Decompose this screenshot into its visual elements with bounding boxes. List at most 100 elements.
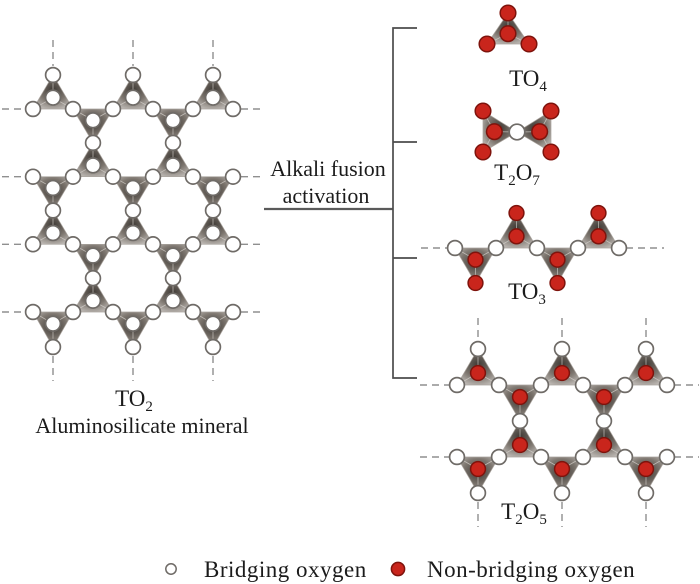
to2-aluminosilicate-structure — [2, 40, 263, 381]
bridging-oxygen — [569, 239, 587, 257]
bridging-oxygen — [164, 292, 182, 309]
bridging-oxygen — [508, 123, 526, 141]
bridging-oxygen — [104, 100, 122, 118]
bridging-oxygen — [104, 236, 122, 253]
bridging-oxygen — [44, 338, 62, 356]
t2o5-label: T2O5 — [501, 499, 547, 528]
bridging-oxygen — [224, 168, 242, 185]
bridging-oxygen — [144, 303, 162, 321]
bridging-oxygen — [224, 303, 242, 321]
bridging-oxygen — [84, 157, 102, 174]
bridging-oxygen — [64, 168, 82, 185]
bridging-oxygen — [164, 157, 182, 174]
bridging-oxygen — [574, 448, 592, 466]
bridging-oxygen — [528, 239, 546, 257]
bridging-oxygen — [204, 315, 222, 332]
bridging-oxygen — [595, 412, 613, 430]
bridging-oxygen — [224, 236, 242, 253]
non-bridging-oxygen — [508, 204, 525, 222]
non-bridging-oxygen — [595, 436, 613, 454]
bridging-oxygen — [84, 292, 102, 309]
bridging-oxygen — [637, 484, 655, 502]
non-bridging-oxygen — [542, 102, 560, 120]
bridging-oxygen — [164, 112, 182, 129]
bridging-oxygen — [164, 134, 182, 152]
non-bridging-oxygen — [553, 364, 571, 382]
non-bridging-oxygen — [469, 364, 487, 382]
non-bridging-oxygen — [467, 251, 484, 268]
non-bridging-oxygen — [499, 4, 517, 22]
bridging-oxygen — [658, 448, 676, 466]
bridging-oxygen — [44, 202, 62, 219]
legend-bridging-oxygen-icon — [165, 563, 177, 575]
bridging-oxygen — [124, 179, 142, 197]
t2o7-dimer-structure — [474, 102, 560, 161]
to4-tetrahedron-structure — [478, 4, 538, 53]
non-bridging-oxygen — [590, 204, 607, 222]
bridging-oxygen — [164, 247, 182, 264]
t2o7-label: T2O7 — [494, 160, 540, 189]
non-bridging-oxygen — [499, 25, 517, 43]
process-label-line1: Alkali fusion — [270, 156, 386, 181]
bridging-oxygen — [84, 134, 102, 152]
bridging-oxygen — [532, 448, 550, 466]
bridging-oxygen — [124, 224, 142, 242]
bridging-oxygen — [104, 303, 122, 321]
bridging-oxygen — [448, 448, 466, 466]
mineral-label: Aluminosilicate mineral — [35, 413, 248, 438]
bridging-oxygen — [44, 224, 62, 242]
bridging-oxygen — [448, 376, 466, 394]
bridging-oxygen — [24, 303, 42, 321]
bridging-oxygen — [144, 100, 162, 118]
non-bridging-oxygen — [637, 460, 655, 478]
bridging-oxygen — [44, 66, 62, 84]
bridging-oxygen — [184, 100, 202, 118]
bridging-oxygen — [24, 168, 42, 185]
non-bridging-oxygen — [508, 228, 525, 245]
bridging-oxygen — [553, 484, 571, 502]
non-bridging-oxygen — [637, 364, 655, 382]
to3-chain-structure — [421, 204, 664, 292]
bridging-oxygen — [637, 340, 655, 358]
bridging-oxygen — [532, 376, 550, 394]
bridging-oxygen — [616, 448, 634, 466]
bridging-oxygen — [469, 484, 487, 502]
bridging-oxygen — [204, 202, 222, 219]
legend-non-bridging-label: Non-bridging oxygen — [427, 557, 635, 582]
grouping-bracket — [392, 27, 417, 379]
bridging-oxygen — [469, 340, 487, 358]
bridging-oxygen — [124, 315, 142, 332]
bridging-oxygen — [184, 303, 202, 321]
bridging-oxygen — [64, 100, 82, 118]
bridging-oxygen — [184, 236, 202, 253]
bridging-oxygen — [616, 376, 634, 394]
process-label-line2: activation — [283, 183, 370, 208]
non-bridging-oxygen — [549, 251, 566, 268]
non-bridging-oxygen — [478, 35, 496, 53]
bridging-oxygen — [490, 448, 508, 466]
bridging-oxygen — [84, 112, 102, 129]
non-bridging-oxygen — [520, 35, 538, 53]
to2-label: TO2 — [115, 386, 153, 415]
bridging-oxygen — [144, 168, 162, 185]
bridging-oxygen — [490, 376, 508, 394]
bridging-oxygen — [204, 179, 222, 197]
non-bridging-oxygen — [474, 102, 492, 120]
non-bridging-oxygen — [595, 388, 613, 406]
bridging-oxygen — [658, 376, 676, 394]
non-bridging-oxygen — [511, 388, 529, 406]
legend: Bridging oxygen Non-bridging oxygen — [165, 557, 635, 582]
non-bridging-oxygen — [469, 460, 487, 478]
legend-bridging-label: Bridging oxygen — [204, 557, 367, 582]
non-bridging-oxygen — [511, 436, 529, 454]
non-bridging-oxygen — [531, 123, 549, 141]
non-bridging-oxygen — [542, 143, 560, 161]
bridging-oxygen — [44, 89, 62, 106]
bridging-oxygen — [511, 412, 529, 430]
non-bridging-oxygen — [467, 274, 484, 292]
non-bridging-oxygen — [549, 274, 566, 292]
bridging-oxygen — [204, 89, 222, 106]
bridging-oxygen — [124, 89, 142, 106]
bridging-oxygen — [44, 179, 62, 197]
